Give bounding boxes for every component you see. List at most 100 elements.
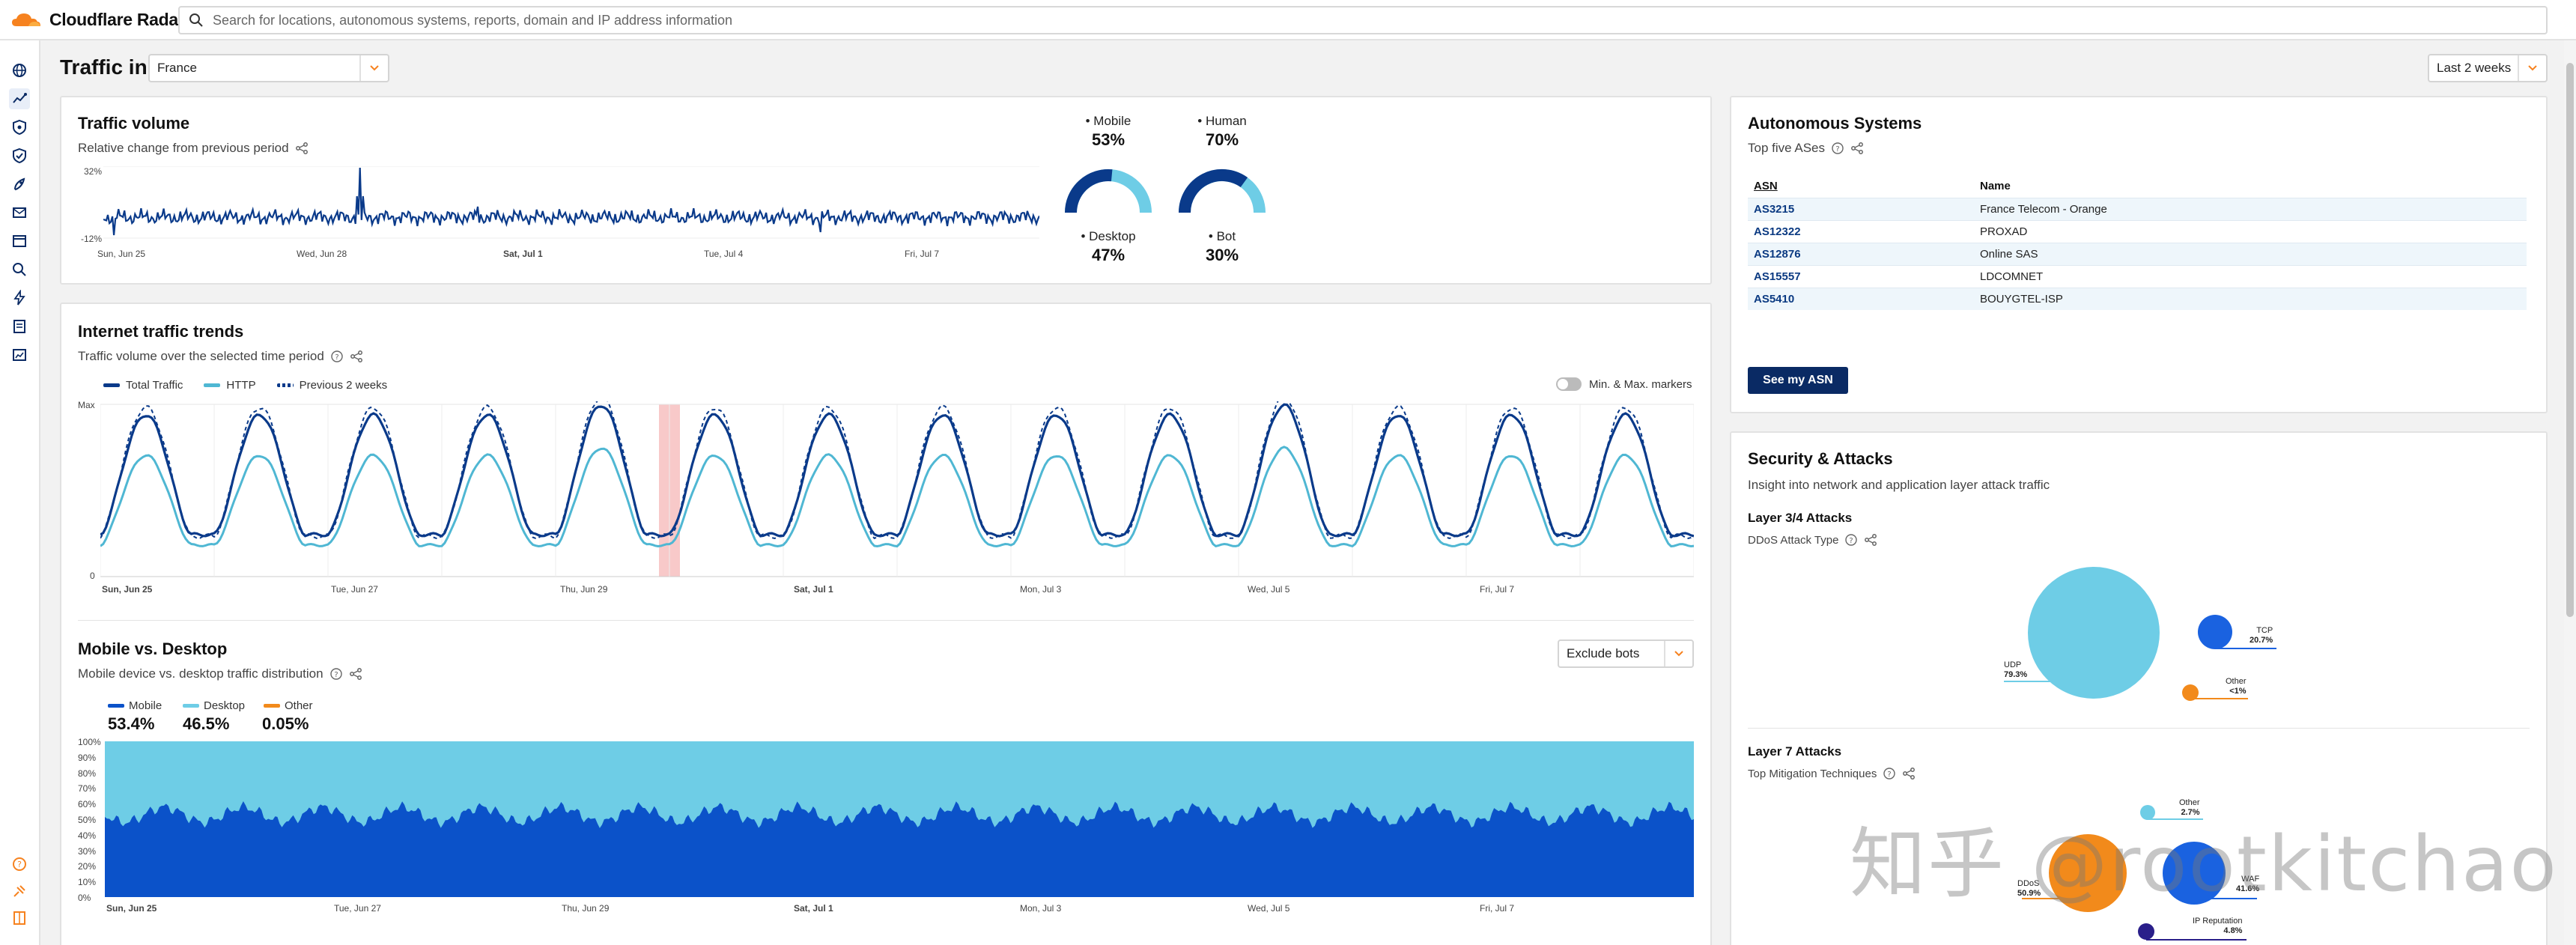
mvd-x-label: Sun, Jun 25: [106, 903, 157, 914]
traffic-volume-title: Traffic volume: [78, 114, 190, 133]
other-l7-label-text: Other: [2179, 798, 2200, 807]
asn-link[interactable]: AS15557: [1748, 264, 1980, 288]
legend-other[interactable]: Other: [264, 699, 313, 712]
share-icon[interactable]: [295, 142, 309, 155]
human-bot-gauge: [1178, 169, 1266, 213]
min-max-toggle[interactable]: Min. & Max. markers: [1556, 377, 1692, 391]
help-circle-icon[interactable]: ?: [1831, 142, 1844, 155]
mvd-y-label: 90%: [78, 752, 97, 763]
search-icon[interactable]: [9, 259, 30, 280]
security-card: [1730, 431, 2548, 945]
layer34-title: Layer 3/4 Attacks: [1748, 511, 1853, 525]
asn-link[interactable]: AS5410: [1748, 287, 1980, 310]
asn-link[interactable]: AS12322: [1748, 219, 1980, 243]
share-icon[interactable]: [349, 667, 362, 681]
gauge-desktop-label: • Desktop: [1081, 229, 1136, 243]
help-icon[interactable]: ?: [9, 854, 30, 875]
bolt-icon[interactable]: [9, 288, 30, 309]
ddos-value: 50.9%: [2017, 889, 2041, 898]
rocket-icon[interactable]: [9, 174, 30, 195]
toggle-switch[interactable]: [1556, 377, 1582, 391]
logo[interactable]: Cloudflare Radar: [10, 10, 185, 30]
other-l34-value: <1%: [2229, 687, 2247, 696]
other-bubble: [2182, 684, 2199, 701]
share-icon[interactable]: [1864, 533, 1877, 547]
mobile-desktop-area-chart: [105, 741, 1694, 897]
help-circle-icon[interactable]: ?: [329, 667, 343, 681]
gauge-mobile-label: • Mobile: [1085, 114, 1131, 128]
report-icon[interactable]: [9, 316, 30, 337]
security-title: Security & Attacks: [1748, 449, 1893, 468]
browser-icon[interactable]: [9, 231, 30, 252]
layer34-bubble-chart: [2004, 567, 2276, 701]
legend-total-traffic[interactable]: Total Traffic: [103, 379, 183, 392]
mobile-area: [105, 801, 1694, 897]
legend-desktop[interactable]: Desktop: [183, 699, 245, 712]
traffic-volume-line: [103, 167, 1039, 236]
mvd-x-label: Thu, Jun 29: [562, 903, 610, 914]
share-icon[interactable]: [1902, 767, 1916, 780]
bots-filter-select[interactable]: Exclude bots: [1558, 639, 1694, 668]
layer34-subtitle-text: DDoS Attack Type: [1748, 533, 1839, 547]
traffic-volume-card: [60, 96, 1712, 285]
search-icon: [189, 13, 203, 27]
legend-previous[interactable]: Previous 2 weeks: [276, 379, 387, 392]
mvd-y-label: 0%: [78, 893, 91, 903]
share-icon[interactable]: [350, 350, 363, 363]
layer7-subtitle-text: Top Mitigation Techniques: [1748, 767, 1877, 780]
mvd-y-label: 10%: [78, 877, 97, 888]
help-circle-icon[interactable]: ?: [1883, 767, 1896, 780]
help-circle-icon[interactable]: ?: [1844, 533, 1858, 547]
table-row: AS12876 Online SAS: [1748, 242, 2527, 265]
logo-text: Cloudflare Radar: [49, 10, 185, 29]
location-select[interactable]: France: [148, 54, 389, 82]
legend-mobile[interactable]: Mobile: [108, 699, 162, 712]
asn-table: ASN Name AS3215 France Telecom - Orange A…: [1748, 175, 2527, 310]
legend-http[interactable]: HTTP: [204, 379, 256, 392]
asn-table-header: ASN Name: [1748, 175, 2527, 198]
mvd-y-label: 100%: [78, 737, 101, 747]
mail-icon[interactable]: [9, 202, 30, 223]
waf-label-text: WAF: [2241, 875, 2260, 884]
trends-x-label: Thu, Jun 29: [560, 584, 608, 595]
mvd-x-label: Tue, Jun 27: [334, 903, 381, 914]
shield-icon[interactable]: [9, 145, 30, 166]
scrollbar-thumb[interactable]: [2566, 63, 2574, 617]
tcp-label: TCP 20.7%: [2250, 626, 2273, 645]
legend-http-label: HTTP: [226, 379, 256, 392]
tv-x-label: Tue, Jul 4: [704, 249, 744, 259]
ddos-bubble: [2049, 834, 2127, 912]
api-icon[interactable]: [9, 881, 30, 902]
other-l34-label: Other <1%: [2226, 677, 2247, 696]
search-box[interactable]: [178, 6, 2548, 34]
book-icon[interactable]: [9, 908, 30, 929]
shield-check-icon[interactable]: [9, 117, 30, 138]
date-range-select[interactable]: Last 2 weeks: [2428, 54, 2548, 82]
traffic-icon[interactable]: [9, 88, 30, 109]
toggle-label: Min. & Max. markers: [1589, 377, 1692, 391]
gauge-human-value: 70%: [1205, 130, 1239, 149]
ddos-label: DDoS 50.9%: [2017, 879, 2041, 899]
tcp-label-text: TCP: [2256, 626, 2273, 635]
asn-link[interactable]: AS3215: [1748, 197, 1980, 220]
legend-desktop-label: Desktop: [204, 699, 246, 712]
globe-icon[interactable]: [9, 60, 30, 81]
help-circle-icon[interactable]: ?: [330, 350, 344, 363]
see-my-asn-button[interactable]: See my ASN: [1748, 367, 1848, 394]
table-row: AS12322 PROXAD: [1748, 219, 2527, 243]
search-input[interactable]: [213, 12, 2384, 28]
layer34-subtitle: DDoS Attack Type ?: [1748, 533, 1877, 547]
section-divider: [1748, 728, 2530, 729]
waf-value: 41.6%: [2236, 884, 2260, 893]
share-icon[interactable]: [1850, 142, 1864, 155]
scrollbar[interactable]: [2564, 40, 2576, 945]
http-line: [100, 446, 1694, 548]
tcp-value: 20.7%: [2250, 636, 2273, 645]
mvd-y-label: 60%: [78, 799, 97, 810]
previous-2-weeks-line: [100, 401, 1694, 540]
asn-link[interactable]: AS12876: [1748, 242, 1980, 265]
mvd-y-label: 80%: [78, 768, 97, 779]
asn-column-header[interactable]: ASN: [1754, 180, 1778, 193]
chart-icon[interactable]: [9, 344, 30, 365]
svg-text:?: ?: [334, 671, 338, 679]
